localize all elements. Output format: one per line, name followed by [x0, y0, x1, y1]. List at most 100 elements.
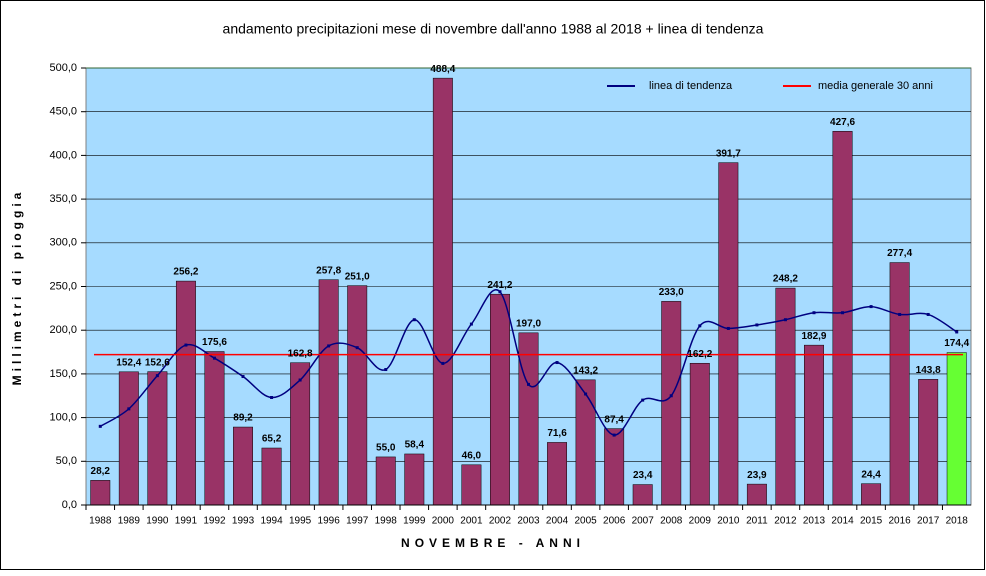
value-label: 28,2 — [91, 466, 111, 477]
bar — [661, 301, 682, 506]
x-tick-label: 2001 — [460, 516, 483, 527]
x-tick-label: 1998 — [375, 516, 398, 527]
trend-marker — [669, 394, 673, 398]
x-tick-label: 2002 — [489, 516, 512, 527]
trend-marker — [412, 318, 416, 322]
x-tick-label: 2008 — [660, 516, 683, 527]
value-label: 256,2 — [173, 267, 198, 278]
legend-label: media generale 30 anni — [818, 80, 933, 92]
bar — [518, 332, 539, 506]
x-tick-label: 2006 — [603, 516, 626, 527]
x-tick-label: 1999 — [403, 516, 426, 527]
value-label: 391,7 — [716, 148, 741, 159]
bar — [147, 371, 168, 506]
value-label: 55,0 — [376, 443, 396, 454]
x-tick-label: 2017 — [917, 516, 940, 527]
x-tick-label: 1994 — [260, 516, 283, 527]
trend-marker — [783, 318, 787, 322]
bar — [375, 456, 396, 506]
trend-marker — [241, 375, 245, 379]
x-tick-label: 2004 — [546, 516, 569, 527]
y-tick-label: 150,0 — [49, 368, 77, 380]
bar — [832, 131, 853, 506]
value-label: 71,6 — [547, 428, 567, 439]
trend-marker — [926, 312, 930, 316]
y-tick-label: 350,0 — [49, 193, 77, 205]
x-tick-label: 1993 — [232, 516, 255, 527]
trend-marker — [555, 361, 559, 365]
x-tick-label: 1991 — [175, 516, 198, 527]
value-label: 23,9 — [747, 470, 767, 481]
y-tick-label: 0,0 — [62, 499, 77, 511]
x-tick-label: 1992 — [203, 516, 226, 527]
bar — [261, 447, 282, 506]
trend-marker — [698, 324, 702, 328]
trend-marker — [641, 398, 645, 402]
x-tick-label: 1988 — [89, 516, 112, 527]
trend-marker — [612, 433, 616, 437]
bar — [861, 483, 882, 506]
value-label: 162,2 — [687, 349, 712, 360]
value-label: 251,0 — [345, 271, 370, 282]
trend-marker — [127, 407, 131, 411]
bar — [118, 371, 139, 506]
y-tick-label: 400,0 — [49, 149, 77, 161]
value-label: 89,2 — [233, 413, 253, 424]
value-label: 152,6 — [145, 357, 170, 368]
x-tick-label: 1997 — [346, 516, 369, 527]
value-label: 87,4 — [604, 414, 624, 425]
trend-marker — [270, 395, 274, 399]
bar — [889, 262, 910, 506]
trend-marker — [355, 346, 359, 350]
bar — [233, 426, 253, 506]
trend-marker — [755, 323, 759, 327]
x-tick-label: 1995 — [289, 516, 312, 527]
value-label: 197,0 — [516, 318, 541, 329]
trend-marker — [869, 305, 873, 309]
value-label: 65,2 — [262, 434, 282, 445]
value-label: 143,2 — [573, 365, 598, 376]
trend-marker — [841, 311, 845, 315]
value-label: 257,8 — [316, 265, 341, 276]
bar — [318, 279, 339, 506]
value-label: 24,4 — [861, 469, 881, 480]
x-tick-label: 2013 — [803, 516, 826, 527]
value-label: 241,2 — [487, 280, 512, 291]
trend-marker — [441, 361, 445, 365]
trend-marker — [527, 382, 530, 386]
trend-marker — [184, 343, 188, 347]
trend-marker — [298, 378, 302, 382]
bar — [204, 351, 225, 506]
bar — [90, 480, 111, 506]
x-tick-label: 2007 — [632, 516, 655, 527]
x-tick-label: 1989 — [118, 516, 141, 527]
trend-marker — [584, 392, 588, 396]
x-tick-label: 2016 — [889, 516, 912, 527]
legend-label: linea di tendenza — [649, 80, 733, 92]
y-axis-label: Millimetri di pioggia — [10, 189, 24, 386]
x-tick-label: 2012 — [774, 516, 797, 527]
bar — [432, 77, 453, 506]
trend-marker — [955, 330, 959, 334]
x-tick-label: 1996 — [318, 516, 341, 527]
chart-title: andamento precipitazioni mese di novembr… — [223, 21, 764, 37]
x-tick-label: 2018 — [946, 516, 969, 527]
bar — [604, 428, 625, 506]
trend-marker — [327, 344, 331, 348]
value-label: 58,4 — [405, 440, 425, 451]
value-label: 23,4 — [633, 470, 653, 481]
bar — [461, 464, 482, 506]
trend-marker — [898, 312, 902, 316]
trend-marker — [469, 322, 473, 326]
x-tick-label: 1990 — [146, 516, 169, 527]
value-label: 248,2 — [773, 274, 798, 285]
bar — [347, 285, 368, 506]
bar — [632, 484, 653, 506]
y-tick-label: 50,0 — [56, 455, 77, 467]
bar — [489, 293, 510, 506]
value-label: 488,4 — [430, 64, 455, 75]
x-tick-label: 2003 — [517, 516, 540, 527]
bar — [689, 362, 710, 506]
value-label: 277,4 — [887, 248, 912, 259]
